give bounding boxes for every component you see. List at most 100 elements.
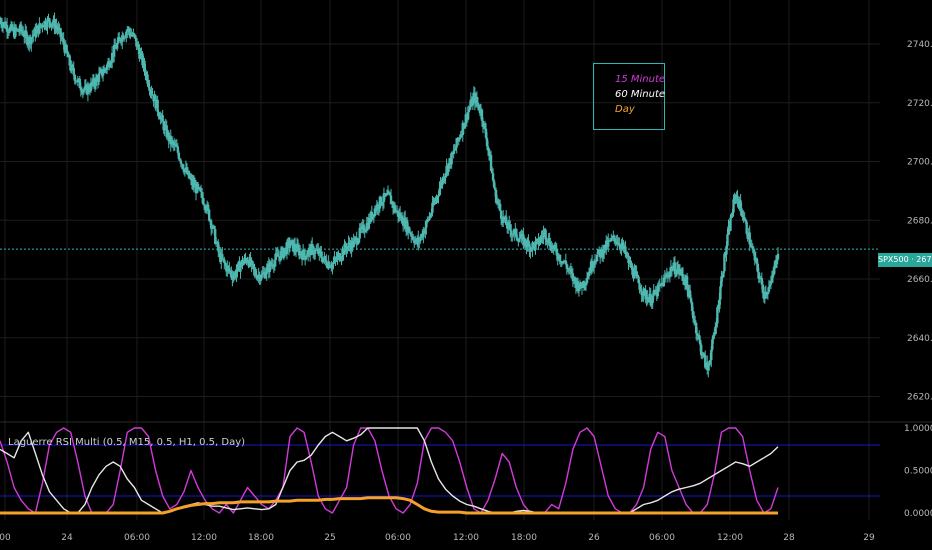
candle-body <box>681 274 685 280</box>
candle-body <box>217 242 220 252</box>
candle-body <box>94 77 98 86</box>
candle-body <box>252 264 255 270</box>
candle-body <box>520 234 523 238</box>
candle-body <box>587 271 591 277</box>
candle-body <box>600 249 604 258</box>
candle-body <box>66 52 69 58</box>
candle-body <box>742 216 745 221</box>
candle-body <box>489 155 493 171</box>
candle-body <box>483 123 487 129</box>
candle-body <box>629 260 632 268</box>
candle-body <box>68 55 71 66</box>
candle-body <box>505 216 508 225</box>
candle-body <box>358 228 361 239</box>
x-tick-label: 26 <box>588 533 600 543</box>
candle-body <box>165 125 168 138</box>
candle-body <box>527 240 530 244</box>
candle-body <box>195 183 199 194</box>
candle-body <box>626 254 629 256</box>
candle-body <box>545 239 548 242</box>
candle-body <box>210 227 214 229</box>
candle-body <box>485 137 489 147</box>
candle-body <box>89 82 93 91</box>
candle-body <box>539 236 542 242</box>
candle-body <box>620 244 623 249</box>
candle-body <box>583 283 587 286</box>
candle-body <box>171 140 174 143</box>
candle-body <box>643 288 646 291</box>
candle-body <box>765 293 769 296</box>
indicator-title[interactable]: Laguerre RSI Multi (0.5, M15, 0.5, H1, 0… <box>8 437 246 448</box>
candle-body <box>87 85 91 91</box>
candle-body <box>126 29 129 32</box>
candle-body <box>741 215 744 217</box>
candle-body <box>334 257 337 259</box>
candle-body <box>508 222 511 225</box>
candle-body <box>336 255 339 260</box>
candle-body <box>207 209 211 221</box>
candle-body <box>584 283 588 285</box>
candle-body <box>253 269 256 272</box>
candle-body <box>755 258 758 264</box>
candle-body <box>707 365 710 371</box>
candle-body <box>429 215 432 217</box>
candle-body <box>229 270 232 272</box>
candle-body <box>486 146 490 149</box>
symbol-label: SPX500 <box>878 255 909 264</box>
candle-body <box>272 266 276 268</box>
candle-body <box>516 237 519 240</box>
candle-body <box>150 91 153 95</box>
candle-body <box>379 196 383 205</box>
candle-body <box>258 274 261 282</box>
last-price-label: 2670.2 <box>916 255 932 264</box>
candle-body <box>496 200 500 203</box>
candle-body <box>447 163 450 172</box>
candle-body <box>44 21 47 27</box>
candle-body <box>113 44 117 48</box>
candle-body <box>775 259 779 265</box>
candle-body <box>7 31 11 33</box>
candle-body <box>444 173 447 178</box>
candle-body <box>633 271 636 279</box>
candle-body <box>636 275 639 277</box>
candle-body <box>433 201 436 205</box>
candle-body <box>627 255 630 264</box>
candle-body <box>221 253 224 259</box>
candle-body <box>637 276 640 284</box>
candle-body <box>364 230 367 232</box>
candle-body <box>344 244 347 249</box>
candle-body <box>461 122 464 136</box>
candle-body <box>268 262 271 272</box>
candle-body <box>312 245 315 255</box>
y-tick-label: 2660.0 <box>907 275 932 285</box>
x-tick-label: 29 <box>863 533 875 543</box>
candle-body <box>83 86 87 90</box>
candle-body <box>722 271 725 278</box>
candle-body <box>226 266 229 272</box>
candle-body <box>179 160 183 164</box>
candle-body <box>72 67 75 75</box>
candle-body <box>224 262 227 265</box>
candle-body <box>177 152 181 159</box>
candle-body <box>30 38 33 45</box>
candle-body <box>693 320 697 323</box>
x-tick-label: 06:00 <box>649 533 675 543</box>
candle-body <box>259 278 262 282</box>
candle-body <box>232 277 235 280</box>
y-tick-label: 2620.0 <box>907 393 932 403</box>
candle-body <box>137 44 140 50</box>
legend: 15 Minute 60 Minute Day <box>593 63 665 130</box>
legend-item-60-minute: 60 Minute <box>615 89 666 100</box>
candle-body <box>306 250 310 256</box>
candle-body <box>776 253 780 260</box>
candle-body <box>749 244 752 247</box>
candle-body <box>477 104 481 111</box>
candle-body <box>101 73 105 76</box>
candle-body <box>199 190 203 192</box>
candle-body <box>261 273 264 275</box>
candle-body <box>135 38 138 47</box>
candle-body <box>103 68 107 70</box>
candle-body <box>108 64 112 68</box>
